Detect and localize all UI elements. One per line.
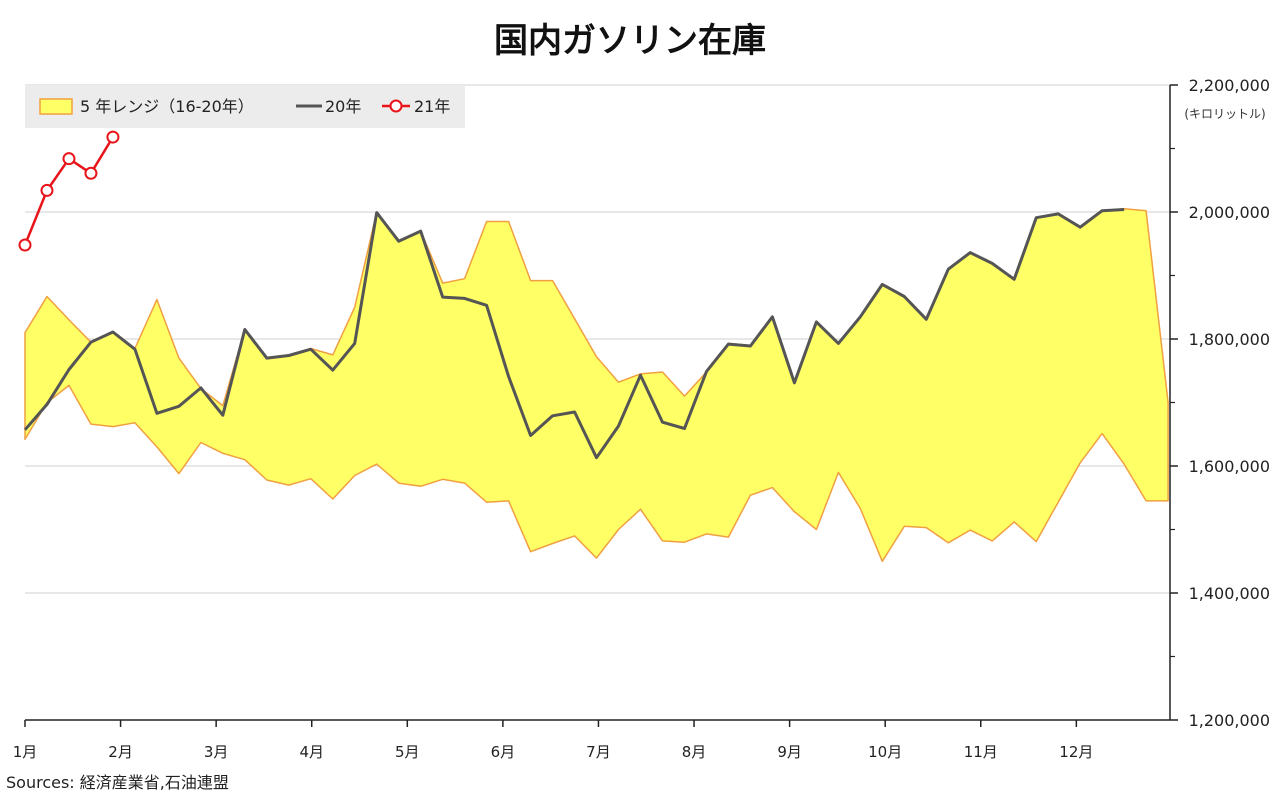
series-21-point <box>84 166 98 180</box>
x-tick-label: 8月 <box>682 743 707 761</box>
legend-line21-label: 21年 <box>414 97 450 116</box>
legend-line21-marker <box>389 99 403 113</box>
x-tick-label: 2月 <box>108 743 133 761</box>
y-axis-unit: (キロリットル) <box>1184 107 1265 121</box>
series-21-point <box>18 238 32 252</box>
band-area <box>24 208 1169 563</box>
x-tick-label: 3月 <box>204 743 229 761</box>
series-21-point <box>62 152 76 166</box>
y-tick-label: 2,000,000 <box>1189 203 1270 222</box>
legend-band-label: 5 年レンジ（16-20年） <box>80 97 254 116</box>
series-20-line <box>23 208 1125 460</box>
x-axis-ticks: 1月 2月 3月 4月 5月 6月 7月 8月 9月 10月 11月 12月 <box>13 720 1093 761</box>
y-tick-label: 1,400,000 <box>1189 584 1270 603</box>
x-tick-label: 5月 <box>395 743 420 761</box>
y-tick-label: 2,200,000 <box>1189 76 1270 95</box>
series-20-line-group <box>23 208 1125 460</box>
x-tick-label: 9月 <box>777 743 802 761</box>
y-tick-label: 1,800,000 <box>1189 330 1270 349</box>
y-axis-ticks: 1,200,000 1,400,000 1,600,000 1,800,000 2,00… <box>1170 76 1270 730</box>
x-tick-label: 6月 <box>491 743 516 761</box>
series-21-point <box>106 130 120 144</box>
x-tick-label: 7月 <box>586 743 611 761</box>
legend-band-swatch <box>39 98 73 115</box>
x-tick-label: 11月 <box>964 743 998 761</box>
chart-title: 国内ガソリン在庫 <box>494 21 766 61</box>
series-21-line-group <box>18 130 120 252</box>
five-year-range-band <box>24 208 1169 563</box>
x-tick-label: 1月 <box>13 743 38 761</box>
x-tick-label: 4月 <box>299 743 324 761</box>
x-tick-label: 12月 <box>1059 743 1093 761</box>
x-tick-label: 10月 <box>868 743 902 761</box>
legend: 5 年レンジ（16-20年） 20年 21年 <box>25 85 465 128</box>
y-tick-label: 1,200,000 <box>1189 711 1270 730</box>
source-note: Sources: 経済産業省,石油連盟 <box>6 773 229 792</box>
legend-line20-label: 20年 <box>325 97 361 116</box>
y-tick-label: 1,600,000 <box>1189 457 1270 476</box>
series-21-point <box>40 183 54 197</box>
